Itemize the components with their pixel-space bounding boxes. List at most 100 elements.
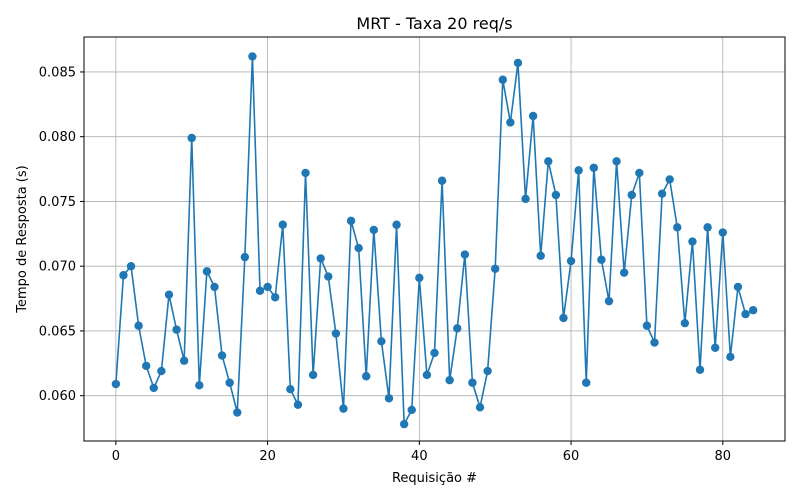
data-point	[316, 254, 325, 263]
data-point	[665, 175, 674, 184]
data-point	[331, 329, 341, 338]
data-point	[612, 157, 621, 166]
data-point	[377, 337, 386, 346]
data-point	[399, 419, 409, 429]
y-tick-label: 0.085	[39, 65, 76, 80]
data-point	[149, 383, 158, 393]
data-point	[688, 237, 697, 246]
data-point	[627, 190, 636, 200]
data-point	[657, 189, 667, 198]
data-point	[415, 273, 424, 283]
y-tick-label: 0.070	[39, 260, 76, 275]
data-point	[369, 225, 379, 235]
data-point	[301, 168, 310, 178]
data-point	[308, 370, 318, 380]
data-point	[635, 168, 644, 178]
data-point	[498, 75, 507, 84]
data-point	[453, 324, 462, 333]
x-tick-label: 80	[715, 449, 732, 464]
data-point	[392, 220, 401, 229]
data-point	[680, 318, 690, 328]
data-point	[422, 370, 432, 380]
data-point	[126, 261, 136, 271]
data-point	[604, 296, 614, 306]
data-point	[210, 282, 219, 292]
data-point	[187, 133, 196, 143]
y-axis-label: Tempo de Resposta (s)	[15, 165, 30, 313]
data-point	[202, 267, 212, 276]
data-point	[354, 243, 363, 253]
x-tick-label: 60	[563, 449, 580, 464]
data-point	[217, 351, 227, 360]
x-tick-label: 0	[112, 449, 120, 464]
data-point	[142, 361, 151, 371]
data-point	[475, 403, 485, 412]
y-tick-label: 0.080	[39, 130, 76, 145]
data-point	[748, 306, 758, 315]
data-point	[286, 385, 295, 394]
data-point	[597, 255, 606, 264]
data-point	[589, 163, 599, 172]
data-point	[733, 282, 743, 292]
x-tick-label: 40	[411, 449, 428, 464]
data-point	[430, 348, 439, 358]
data-point	[703, 223, 712, 232]
y-tick-label: 0.065	[39, 324, 76, 339]
data-point	[483, 366, 492, 376]
data-point	[362, 372, 371, 381]
data-point	[278, 220, 287, 229]
data-point	[119, 271, 128, 280]
data-point	[172, 325, 181, 334]
data-point	[445, 375, 454, 385]
data-point	[513, 58, 523, 68]
y-tick-label: 0.060	[39, 389, 76, 404]
data-point	[619, 268, 629, 277]
data-point	[695, 365, 705, 374]
x-axis: 0 20 40 60 80	[112, 441, 731, 464]
data-point	[711, 343, 720, 352]
data-point	[225, 378, 234, 387]
data-point	[157, 366, 166, 376]
data-point	[111, 379, 121, 389]
data-point	[490, 264, 500, 273]
data-point	[233, 408, 242, 417]
data-point	[718, 228, 727, 237]
data-point	[460, 250, 470, 259]
y-axis: 0.060 0.065 0.070 0.075 0.080 0.085	[39, 65, 84, 404]
data-point	[164, 290, 174, 299]
data-point	[536, 251, 545, 261]
data-point	[650, 338, 659, 347]
data-point	[195, 381, 204, 390]
data-point	[263, 282, 272, 292]
data-point	[741, 309, 750, 319]
data-point	[293, 400, 303, 409]
data-point	[134, 321, 143, 330]
data-point	[582, 378, 591, 387]
data-point	[179, 356, 189, 365]
data-point	[437, 176, 447, 185]
data-point	[551, 190, 561, 200]
data-point	[528, 111, 538, 121]
x-tick-label: 20	[259, 449, 276, 464]
data-point	[240, 252, 250, 262]
data-point	[506, 118, 515, 127]
series-layer	[111, 52, 758, 429]
data-point	[248, 52, 257, 61]
data-point	[521, 194, 530, 204]
chart-title: MRT - Taxa 20 req/s	[356, 14, 512, 33]
data-point	[346, 216, 356, 226]
data-point	[468, 378, 477, 387]
x-axis-label: Requisição #	[392, 471, 477, 486]
data-point	[270, 293, 280, 302]
data-point	[726, 352, 735, 362]
data-point	[339, 404, 348, 413]
data-point	[384, 394, 394, 403]
data-point	[566, 256, 576, 266]
data-point	[324, 272, 333, 281]
data-point	[574, 166, 583, 175]
data-point	[642, 321, 652, 330]
data-point	[559, 313, 568, 323]
data-point	[544, 157, 553, 166]
